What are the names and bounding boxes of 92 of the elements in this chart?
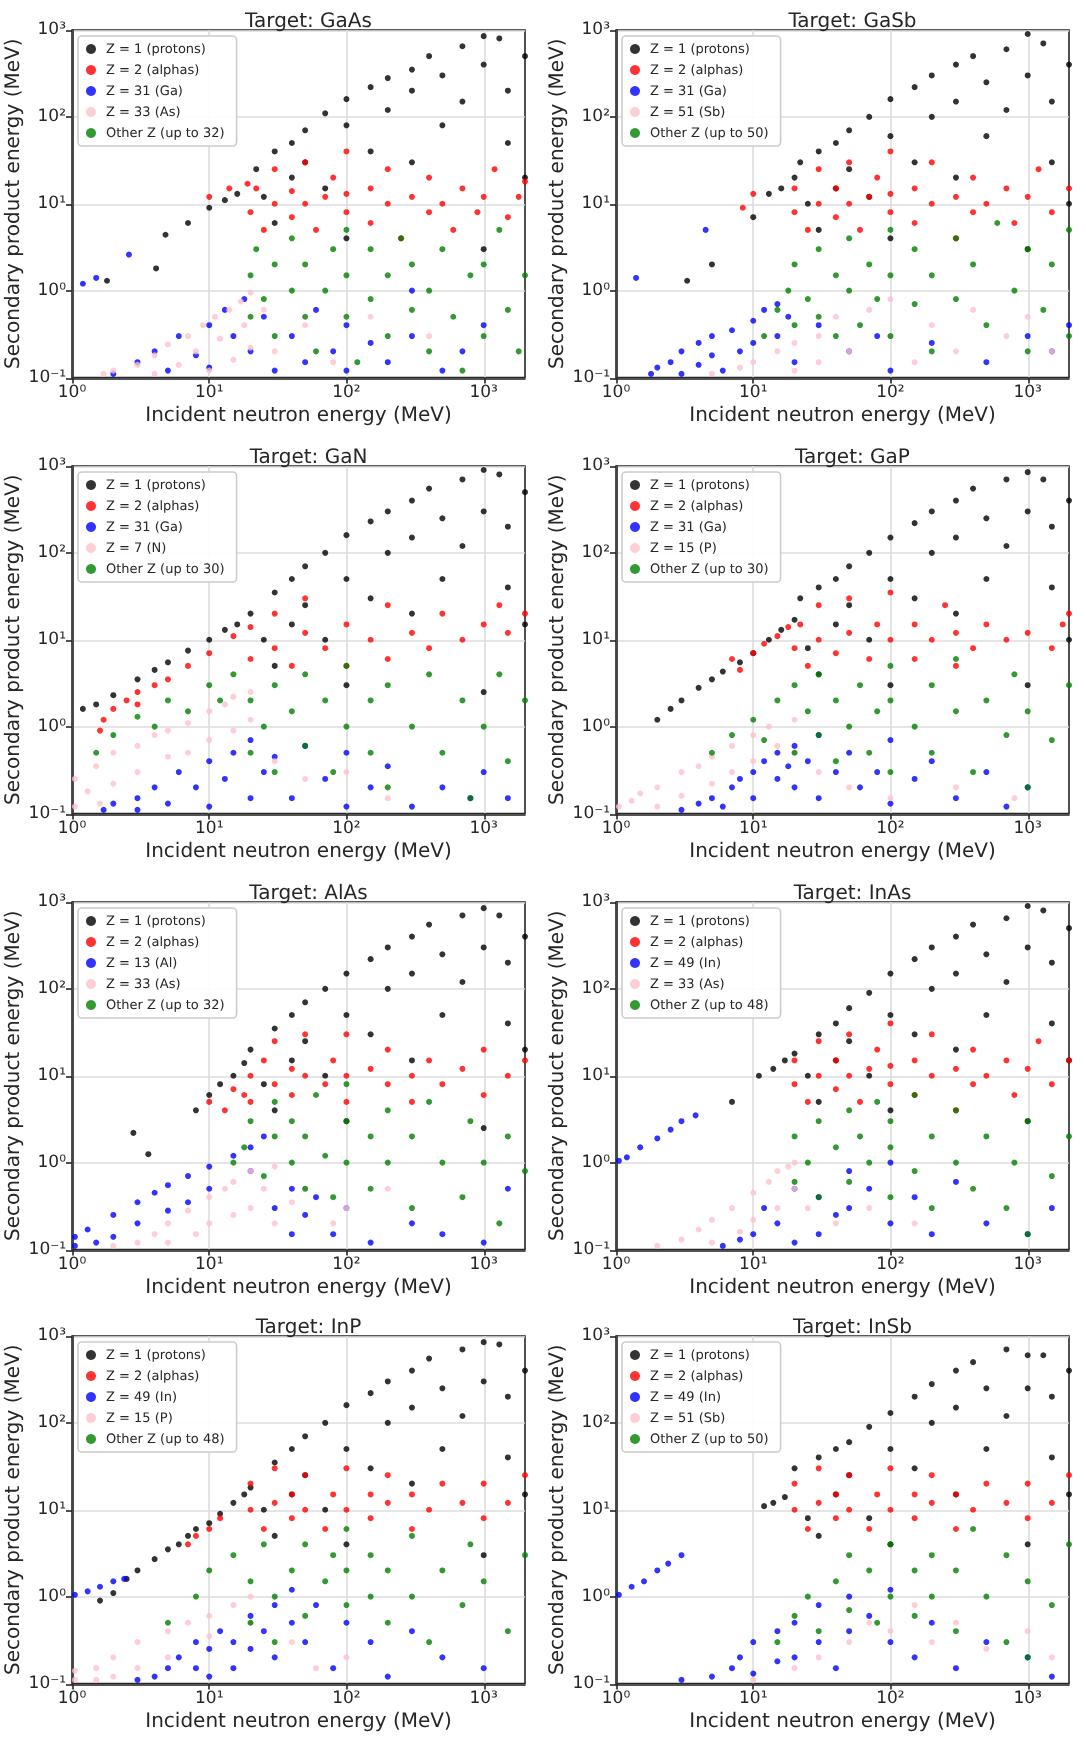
chart-title: Target: InP [253, 1317, 362, 1340]
y-tick-label: 10¹ [580, 193, 609, 214]
y-tick-label: 10⁻¹ [28, 803, 66, 823]
y-tick-label: 10³ [37, 20, 66, 40]
x-tick-label: 10² [875, 382, 904, 403]
x-tick-label: 10² [332, 1689, 361, 1709]
y-tick-label: 10⁰ [580, 716, 611, 737]
y-tick-label: 10⁻¹ [571, 803, 609, 823]
y-tick-label: 10⁰ [580, 1587, 611, 1608]
chart-title: Target: InSb [790, 1317, 911, 1340]
x-tick-label: 10¹ [195, 818, 224, 838]
y-tick-label: 10² [37, 977, 66, 998]
x-tick-label: 10¹ [195, 1253, 224, 1274]
y-tick-label: 10² [580, 977, 609, 998]
y-tick-label: 10¹ [37, 193, 66, 214]
y-tick-label: 10³ [580, 20, 609, 40]
x-axis-title: Incident neutron energy (MeV) [145, 1275, 452, 1298]
y-tick-label: 10³ [580, 1326, 609, 1347]
x-tick-label: 10³ [1012, 1253, 1041, 1274]
x-tick-label: 10³ [1012, 382, 1041, 403]
chart-title: Target: AlAs [247, 882, 368, 904]
x-tick-label: 10⁰ [600, 1253, 631, 1274]
chart-title: Target: GaAs [243, 11, 372, 33]
x-tick-label: 10¹ [738, 1689, 767, 1709]
y-tick-label: 10² [580, 106, 609, 127]
x-tick-label: 10⁰ [600, 1689, 631, 1709]
y-tick-label: 10¹ [580, 1064, 609, 1085]
chart-title: Target: GaN [247, 446, 368, 469]
y-axis-title: Secondary product energy (MeV) [3, 38, 25, 369]
y-tick-label: 10⁻¹ [28, 1238, 66, 1259]
y-tick-label: 10¹ [37, 629, 66, 650]
x-tick-label: 10⁰ [57, 1253, 88, 1274]
y-axis-title: Secondary product energy (MeV) [3, 1344, 25, 1676]
y-axis-title: Secondary product energy (MeV) [546, 1344, 568, 1676]
y-tick-label: 10⁰ [37, 716, 68, 737]
x-tick-label: 10² [875, 818, 904, 838]
x-axis-title: Incident neutron energy (MeV) [145, 1711, 452, 1733]
x-tick-label: 10¹ [738, 382, 767, 403]
x-tick-label: 10³ [1012, 818, 1041, 838]
x-tick-label: 10⁰ [57, 818, 88, 838]
x-tick-label: 10² [332, 818, 361, 838]
x-axis-title: Incident neutron energy (MeV) [688, 1711, 995, 1733]
x-tick-label: 10¹ [195, 382, 224, 403]
y-tick-label: 10⁰ [580, 1151, 611, 1172]
y-axis-title: Secondary product energy (MeV) [546, 473, 568, 805]
x-axis-title: Incident neutron energy (MeV) [145, 840, 452, 862]
x-axis-title: Incident neutron energy (MeV) [688, 404, 995, 427]
x-tick-label: 10³ [469, 818, 498, 838]
y-tick-label: 10¹ [37, 1064, 66, 1085]
x-tick-label: 10³ [1012, 1689, 1041, 1709]
y-tick-label: 10³ [580, 891, 609, 911]
x-tick-label: 10⁰ [57, 1689, 88, 1709]
y-tick-label: 10² [37, 1413, 66, 1434]
x-tick-label: 10² [332, 382, 361, 403]
x-tick-label: 10⁰ [57, 382, 88, 403]
y-tick-label: 10² [37, 542, 66, 563]
y-tick-label: 10⁰ [580, 280, 611, 301]
y-axis-title: Secondary product energy (MeV) [546, 909, 568, 1240]
x-tick-label: 10² [332, 1253, 361, 1274]
x-tick-label: 10¹ [738, 1253, 767, 1274]
y-tick-label: 10³ [37, 455, 66, 476]
x-tick-label: 10¹ [195, 1689, 224, 1709]
chart-title: Target: GaP [792, 446, 909, 469]
y-tick-label: 10⁻¹ [571, 1238, 609, 1259]
y-tick-label: 10² [580, 1413, 609, 1434]
y-tick-label: 10² [37, 106, 66, 127]
x-tick-label: 10⁰ [600, 818, 631, 838]
x-tick-label: 10² [875, 1253, 904, 1274]
y-axis-title: Secondary product energy (MeV) [3, 473, 25, 805]
x-tick-label: 10² [875, 1689, 904, 1709]
x-axis-title: Incident neutron energy (MeV) [688, 1275, 995, 1298]
x-tick-label: 10³ [469, 1253, 498, 1274]
x-tick-label: 10³ [469, 1689, 498, 1709]
y-tick-label: 10³ [37, 891, 66, 911]
y-tick-label: 10¹ [37, 1500, 66, 1521]
y-tick-label: 10² [580, 542, 609, 563]
x-tick-label: 10⁰ [600, 382, 631, 403]
y-tick-label: 10¹ [580, 1500, 609, 1521]
chart-title: Target: InAs [790, 882, 911, 904]
y-tick-label: 10⁰ [37, 1151, 68, 1172]
y-axis-title: Secondary product energy (MeV) [546, 38, 568, 369]
chart-title: Target: GaSb [785, 11, 916, 33]
x-tick-label: 10¹ [738, 818, 767, 838]
x-tick-label: 10³ [469, 382, 498, 403]
y-tick-label: 10³ [580, 455, 609, 476]
y-tick-label: 10³ [37, 1326, 66, 1347]
y-tick-label: 10⁰ [37, 280, 68, 301]
y-tick-label: 10⁰ [37, 1587, 68, 1608]
x-axis-title: Incident neutron energy (MeV) [145, 404, 452, 427]
x-axis-title: Incident neutron energy (MeV) [688, 840, 995, 862]
y-axis-title: Secondary product energy (MeV) [3, 909, 25, 1240]
y-tick-label: 10¹ [580, 629, 609, 650]
